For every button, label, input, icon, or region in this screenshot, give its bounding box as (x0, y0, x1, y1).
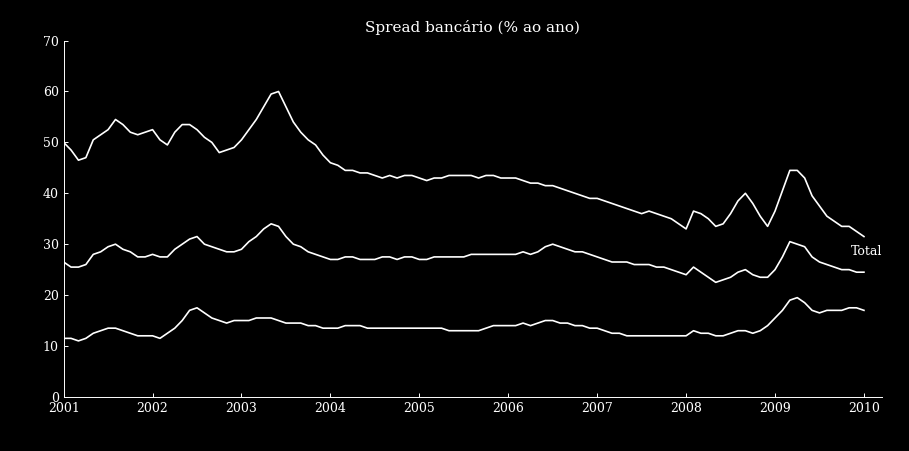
Text: Total: Total (851, 245, 882, 258)
Title: Spread bancário (% ao ano): Spread bancário (% ao ano) (365, 20, 580, 35)
